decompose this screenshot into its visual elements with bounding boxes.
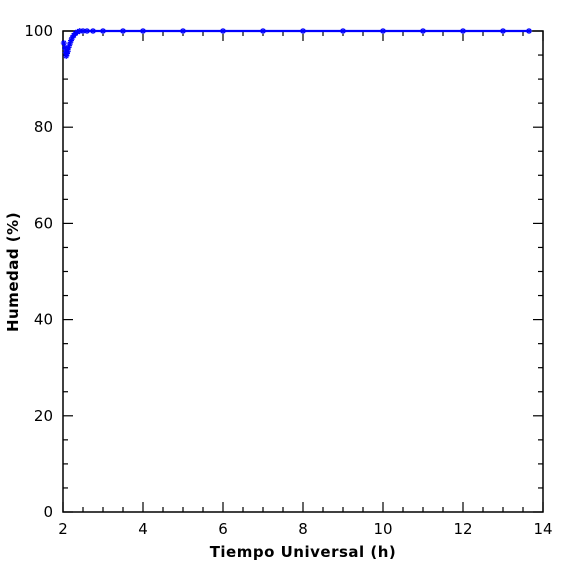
- data-point: [80, 28, 86, 34]
- y-tick-label: 40: [34, 311, 53, 329]
- data-point: [460, 28, 466, 34]
- plot-axes: 2 4 6 8 10 12 14 0 20 40 60 80 100: [24, 22, 552, 538]
- x-tick-label: 2: [58, 520, 68, 538]
- x-tick-label: 8: [298, 520, 308, 538]
- data-point: [260, 28, 266, 34]
- data-point: [120, 28, 126, 34]
- data-point: [300, 28, 306, 34]
- y-tick-label: 80: [34, 118, 53, 136]
- data-point: [100, 28, 106, 34]
- y-axis-label: Humedad (%): [4, 212, 22, 332]
- x-tick-label: 14: [533, 520, 552, 538]
- y-tick-label: 20: [34, 407, 53, 425]
- y-tick-label: 100: [24, 22, 53, 40]
- data-point: [140, 28, 146, 34]
- x-tick-label: 12: [453, 520, 472, 538]
- data-point: [220, 28, 226, 34]
- plot-frame: [62, 30, 544, 513]
- x-tick-label: 6: [218, 520, 228, 538]
- y-tick-label: 60: [34, 214, 53, 232]
- x-tick-label: 4: [138, 520, 148, 538]
- data-point: [380, 28, 386, 34]
- data-point: [526, 28, 532, 34]
- data-point: [420, 28, 426, 34]
- data-point: [64, 48, 71, 55]
- data-series: [60, 28, 532, 60]
- data-point: [84, 28, 90, 34]
- data-point: [340, 28, 346, 34]
- series-line: [62, 29, 529, 57]
- y-tick-label: 0: [43, 503, 53, 521]
- data-point: [60, 40, 67, 47]
- data-point: [180, 28, 186, 34]
- data-point: [90, 28, 96, 34]
- x-axis-label: Tiempo Universal (h): [210, 543, 397, 561]
- x-tick-label: 10: [373, 520, 392, 538]
- data-point: [500, 28, 506, 34]
